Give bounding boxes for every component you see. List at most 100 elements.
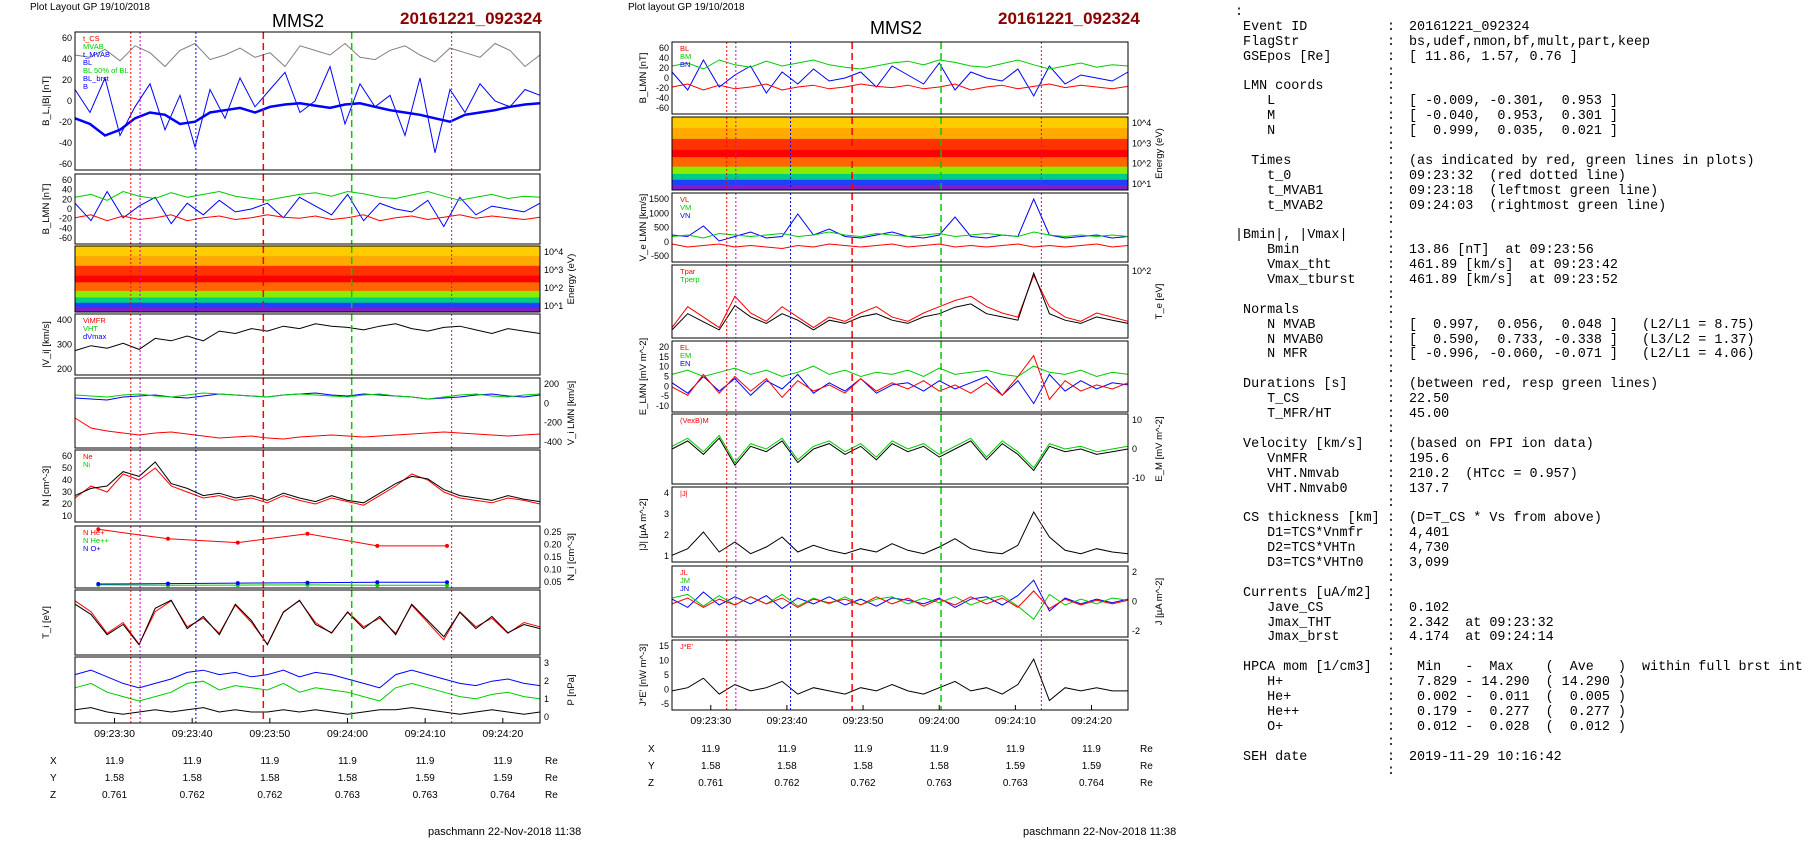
y-tick-label: 10^4 <box>544 247 563 257</box>
ephemeris-unit: Re <box>545 790 558 800</box>
series-line <box>74 323 541 352</box>
y-tick-label: -60 <box>59 233 72 243</box>
ephemeris-unit: Re <box>545 773 558 784</box>
summary-row: Event ID:20161221_092324 <box>1235 20 1803 36</box>
summary-value: 09:23:18 (leftmost green line) <box>1409 183 1659 199</box>
summary-key: t_0 <box>1235 168 1292 184</box>
panel-frame <box>74 245 541 313</box>
ephemeris-value: 0.762 <box>257 790 282 800</box>
y-tick-label: 10^3 <box>1132 138 1151 148</box>
summary-colon: : <box>1387 168 1396 184</box>
summary-row: Times: (as indicated by red, green lines … <box>1235 154 1803 170</box>
summary-colon: : <box>1387 109 1396 125</box>
summary-row: FlagStr: bs,udef,nmon,bf,mult,part,keep <box>1235 35 1803 51</box>
y-tick-label: -2 <box>1132 626 1140 636</box>
summary-colon: : <box>1387 734 1396 750</box>
y-axis-label: P [nPa] <box>566 675 577 706</box>
summary-value: (based on FPI ion data) <box>1409 436 1594 452</box>
series-line <box>74 680 541 702</box>
summary-key: L <box>1235 94 1276 110</box>
y-tick-label: 0.15 <box>544 552 562 562</box>
panel-frame <box>74 449 541 523</box>
ephemeris-value: 11.9 <box>701 744 720 755</box>
summary-colon: : <box>1387 764 1396 780</box>
legend-entry: BN <box>680 60 690 69</box>
y-tick-label: 1000 <box>649 208 669 218</box>
ephemeris-label: Z <box>648 778 654 789</box>
ephemeris-value: 0.761 <box>698 778 723 789</box>
series-line <box>74 417 541 440</box>
y-axis-label: |V_i| [km/s] <box>41 321 52 368</box>
spectrogram-band <box>672 149 1128 158</box>
left-event-title: 20161221_092324 <box>400 9 542 28</box>
summary-colon: : <box>1387 570 1396 586</box>
summary-colon: : <box>1387 49 1396 65</box>
y-tick-label: 0 <box>664 237 669 247</box>
ephemeris-unit: Re <box>1140 744 1153 755</box>
spectrogram-band <box>75 265 540 277</box>
summary-colon: : <box>1387 243 1396 259</box>
time-tick-label: 09:24:10 <box>405 728 446 740</box>
summary-colon: : <box>1387 94 1396 110</box>
summary-row: D3=TCS*VHTn0:3,099 <box>1235 556 1803 572</box>
series-line <box>671 657 1128 702</box>
summary-value: 22.50 <box>1409 392 1450 408</box>
left-layout-label: Plot Layout GP 19/10/2018 <box>30 2 150 13</box>
ephemeris-value: 11.9 <box>493 756 512 767</box>
summary-value: (D=T_CS * Vs from above) <box>1409 511 1602 527</box>
panel-frame <box>671 264 1129 339</box>
summary-row: L: [ -0.009, -0.301, 0.953 ] <box>1235 94 1803 110</box>
series-line <box>671 243 1129 250</box>
summary-key: CS thickness [km] <box>1235 511 1380 527</box>
summary-colon: : <box>1387 749 1396 765</box>
y-tick-label: -40 <box>59 138 72 148</box>
y-tick-label: 15 <box>659 641 669 651</box>
y-tick-label: 3 <box>664 509 669 519</box>
summary-row: SEH date:2019-11-29 10:16:42 <box>1235 749 1803 766</box>
data-point <box>235 581 240 586</box>
time-tick-label: 09:24:00 <box>919 715 960 727</box>
legend-entry: JL <box>680 568 688 577</box>
legend-entry: VHT <box>83 324 98 333</box>
panel-frame <box>671 413 1129 485</box>
summary-row: D2=TCS*VHTn:4,730 <box>1235 541 1803 557</box>
panel-frame <box>74 377 541 449</box>
y-tick-label: 200 <box>57 364 72 374</box>
legend-entry: JM <box>680 576 690 585</box>
summary-key: H+ <box>1235 675 1284 691</box>
y-tick-label: 20 <box>659 342 669 352</box>
spectrogram-band <box>672 173 1128 181</box>
summary-colon: : <box>1387 332 1396 348</box>
summary-value: (between red, resp green lines) <box>1409 377 1659 393</box>
ephemeris-value: 11.9 <box>1006 744 1025 755</box>
series-line <box>98 581 447 585</box>
summary-colon: : <box>1387 645 1396 661</box>
y-tick-label: 0.05 <box>544 577 562 587</box>
legend-entry: J*E' <box>680 642 694 651</box>
summary-colon: : <box>1387 124 1396 140</box>
summary-colon: : <box>1387 630 1396 646</box>
ephemeris-value: 11.9 <box>105 756 124 767</box>
y-tick-label: 40 <box>659 53 669 63</box>
legend-entry: BL <box>680 44 689 53</box>
legend-entry: Ne <box>83 452 93 461</box>
summary-row: N MFR: [ -0.996, -0.060, -0.071 ] (L2/L1 … <box>1235 348 1803 363</box>
y-tick-label: 10^4 <box>1132 118 1151 128</box>
series-line <box>74 214 541 222</box>
y-tick-label: 0.10 <box>544 565 562 575</box>
series-line <box>74 707 541 715</box>
y-tick-label: -60 <box>656 103 669 113</box>
y-tick-label: 20 <box>659 63 669 73</box>
summary-row: N MVAB: [ 0.997, 0.056, 0.048 ] (L2/L1 = … <box>1235 318 1803 334</box>
summary-value: 0.012 - 0.028 ( 0.012 ) <box>1409 719 1626 735</box>
summary-colon: : <box>1387 362 1396 378</box>
summary-value: 4,730 <box>1409 541 1450 557</box>
summary-colon: : <box>1387 198 1396 214</box>
summary-row: VnMFR:195.6 <box>1235 452 1803 468</box>
y-axis-label: B_L,|B| [nT] <box>41 76 52 126</box>
ephemeris-label: Y <box>648 761 655 772</box>
ephemeris-value: 11.9 <box>260 756 279 767</box>
y-tick-label: -10 <box>656 401 669 411</box>
summary-key: M <box>1235 109 1276 125</box>
y-axis-label: N [cm^-3] <box>41 466 52 506</box>
